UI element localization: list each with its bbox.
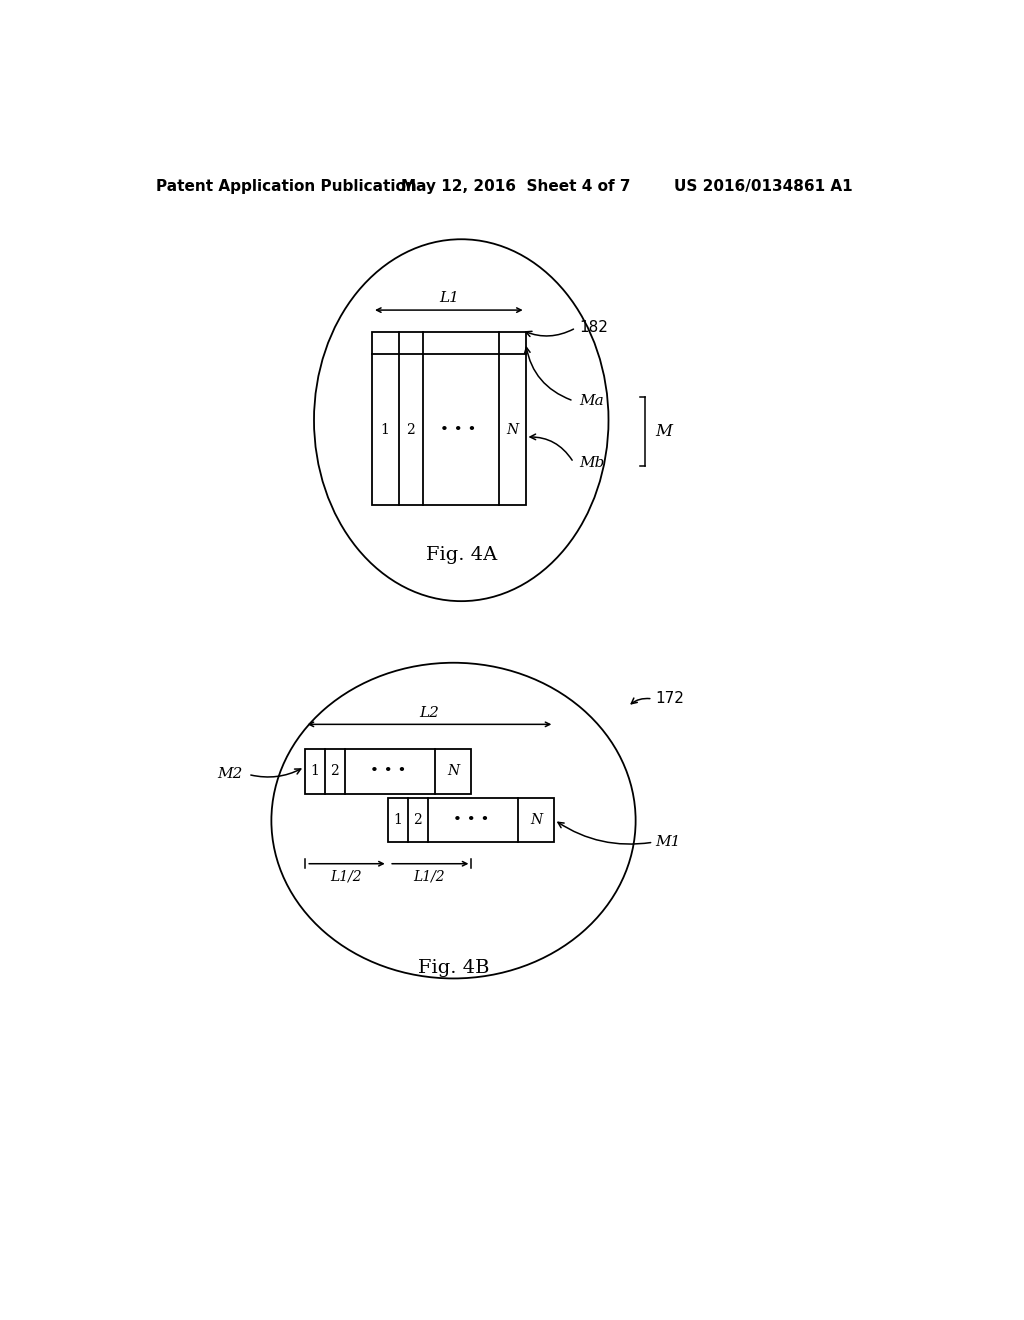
- Text: 2: 2: [407, 422, 415, 437]
- Text: L1/2: L1/2: [331, 869, 361, 883]
- Text: Ma: Ma: [579, 393, 604, 408]
- Text: N: N: [446, 764, 459, 779]
- Text: Fig. 4B: Fig. 4B: [418, 960, 489, 977]
- Bar: [372, 331, 525, 506]
- Text: US 2016/0134861 A1: US 2016/0134861 A1: [674, 180, 853, 194]
- Text: 172: 172: [655, 692, 684, 706]
- Text: Patent Application Publication: Patent Application Publication: [157, 180, 417, 194]
- Text: 1: 1: [393, 813, 402, 826]
- Text: 1: 1: [381, 422, 389, 437]
- Bar: [305, 748, 471, 793]
- Text: • • •: • • •: [440, 422, 476, 437]
- Text: • • •: • • •: [453, 813, 489, 826]
- Text: May 12, 2016  Sheet 4 of 7: May 12, 2016 Sheet 4 of 7: [400, 180, 630, 194]
- Bar: [388, 797, 554, 842]
- Text: L1/2: L1/2: [414, 869, 445, 883]
- Text: N: N: [529, 813, 542, 826]
- Text: Mb: Mb: [579, 455, 604, 470]
- Text: Fig. 4A: Fig. 4A: [426, 546, 497, 564]
- Text: M2: M2: [217, 767, 243, 781]
- Text: N: N: [507, 422, 518, 437]
- Text: L2: L2: [420, 706, 439, 719]
- Text: L1: L1: [439, 290, 459, 305]
- Text: M: M: [655, 424, 672, 441]
- Text: 1: 1: [310, 764, 319, 779]
- Text: 2: 2: [331, 764, 339, 779]
- Text: 2: 2: [414, 813, 422, 826]
- Text: 182: 182: [579, 321, 608, 335]
- Text: M1: M1: [655, 836, 680, 849]
- Text: • • •: • • •: [370, 764, 407, 779]
